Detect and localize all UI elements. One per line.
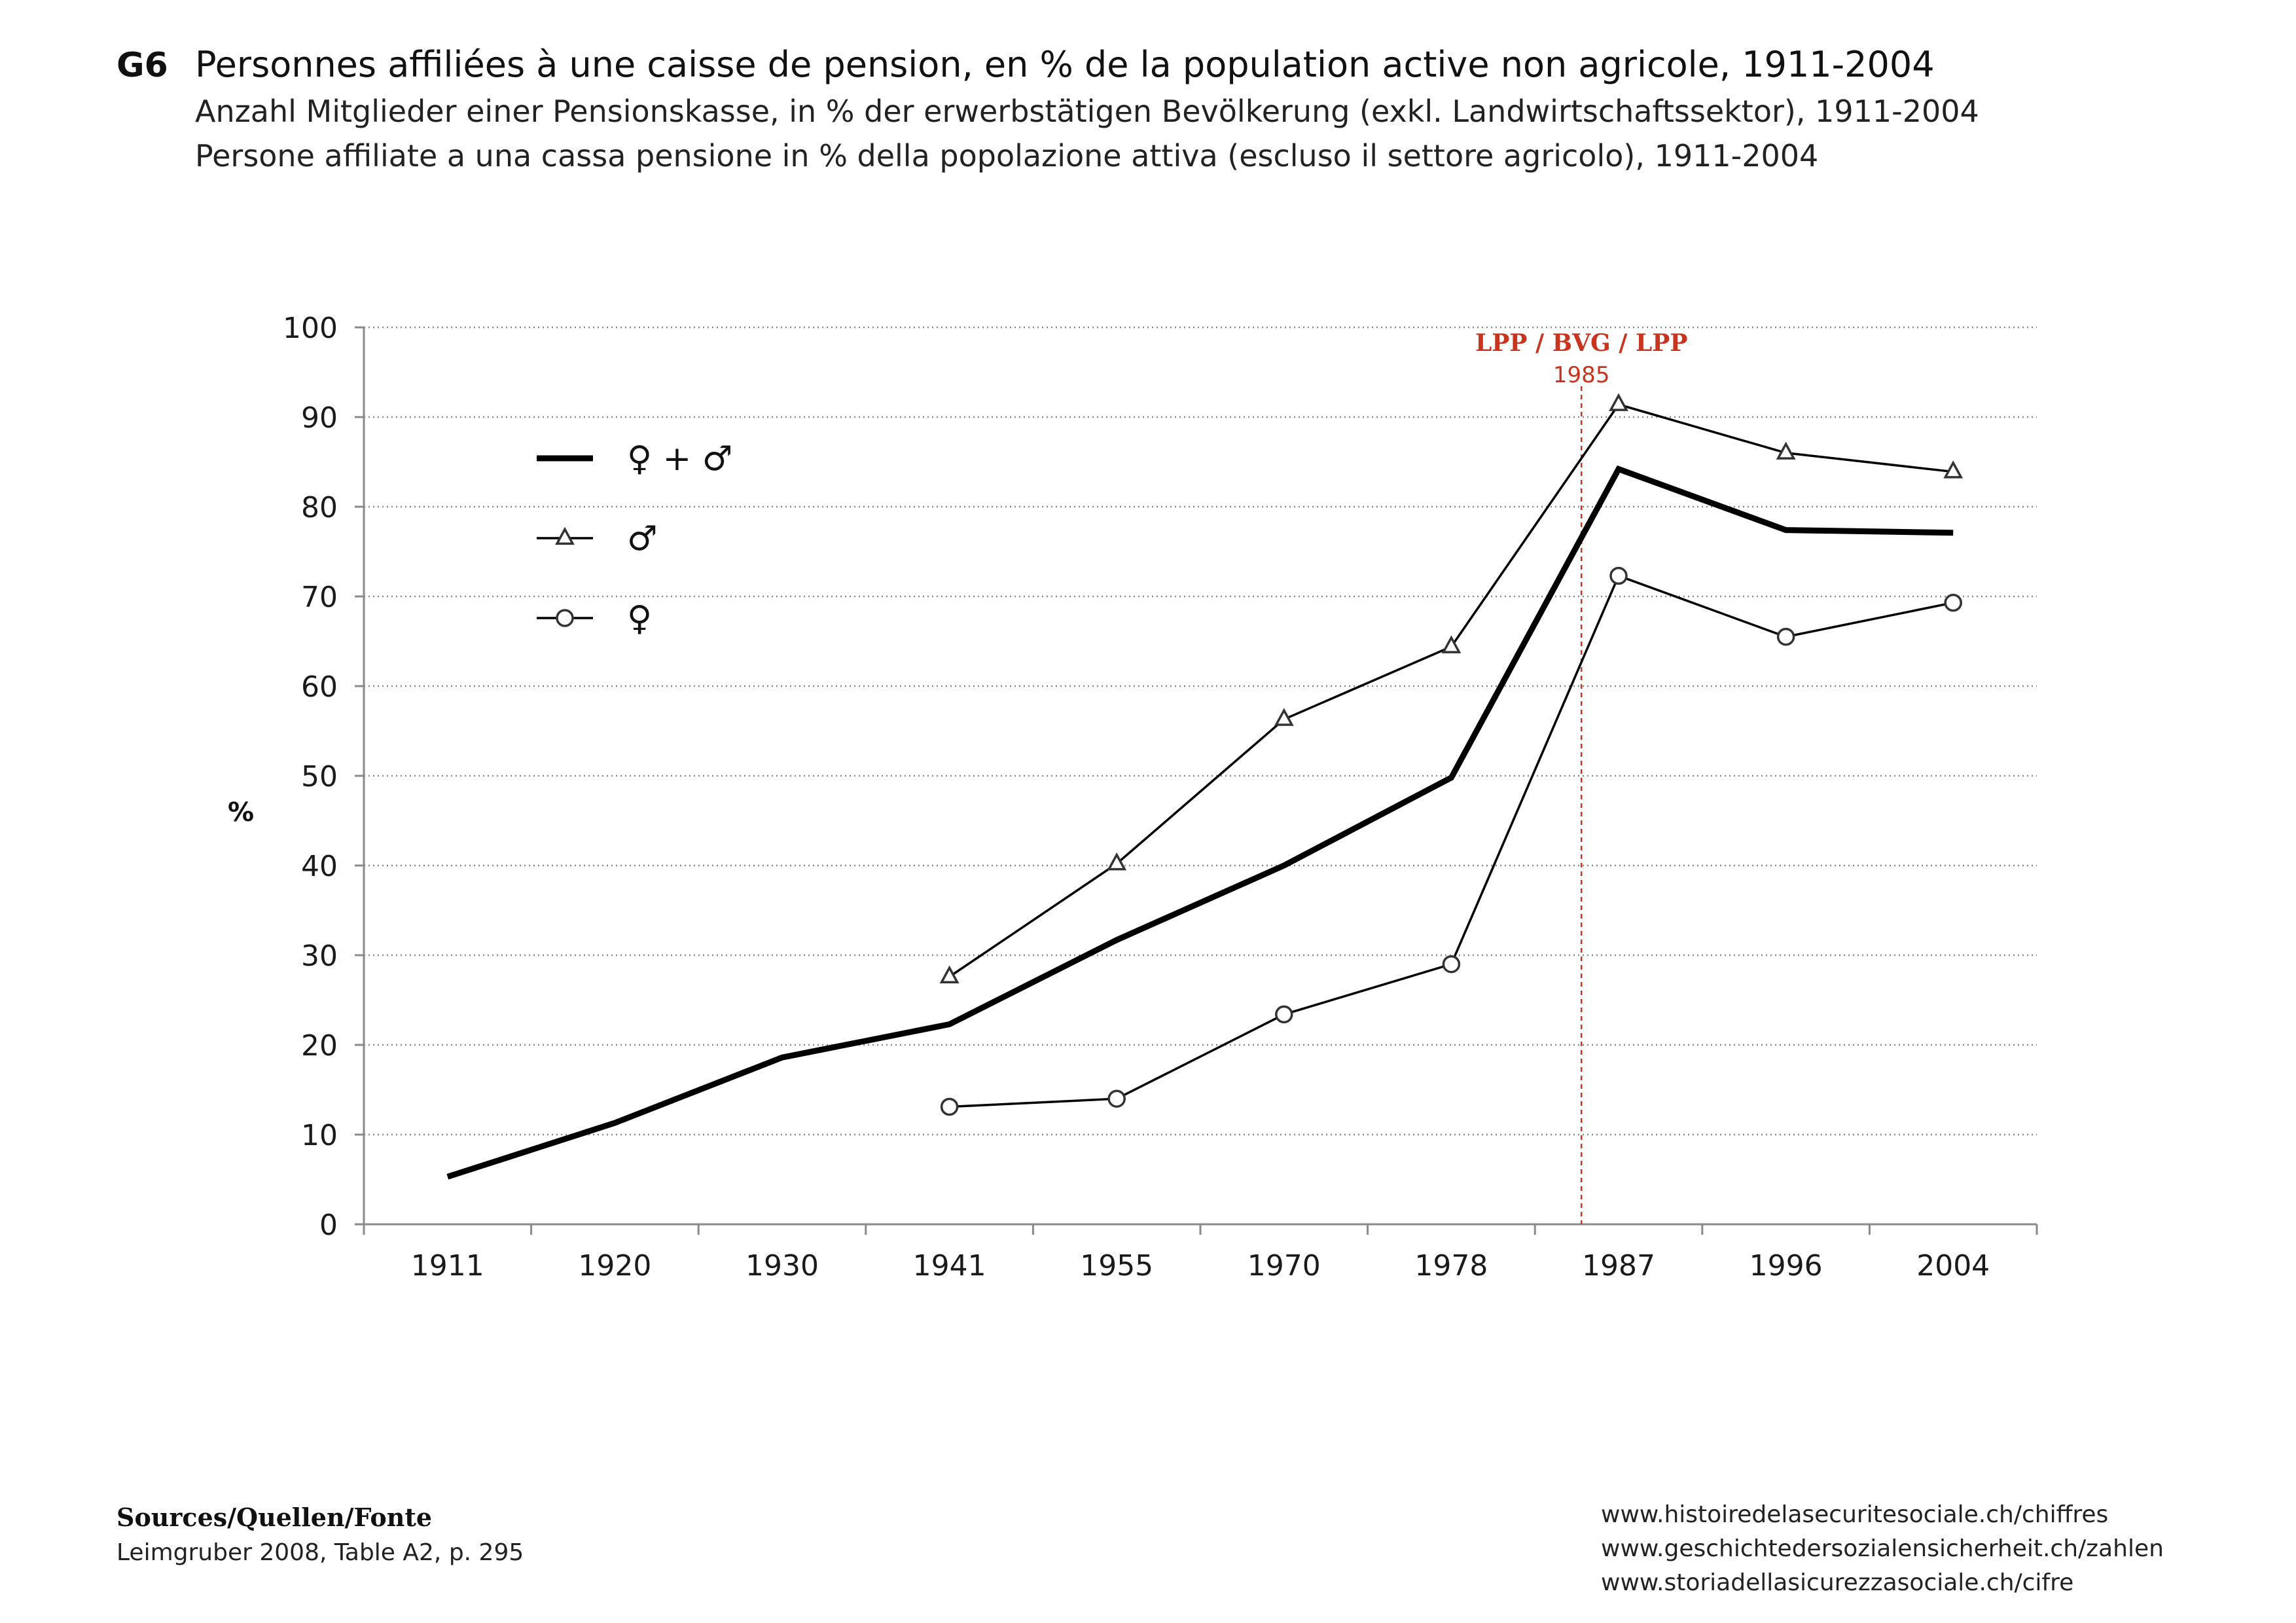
- series-lines: [446, 403, 1954, 1180]
- data-point-triangle: [1776, 441, 1796, 460]
- y-tick-label: 50: [301, 760, 338, 793]
- y-tick-label: 30: [301, 939, 338, 973]
- x-tick-label: 1996: [1749, 1249, 1823, 1283]
- x-tick-label: 1987: [1582, 1249, 1655, 1283]
- series-markers: [939, 393, 1964, 1116]
- y-tick-label: 90: [301, 401, 338, 435]
- legend-marker-circle: [556, 609, 574, 627]
- y-tick-label: 0: [319, 1209, 338, 1242]
- axes: %: [228, 326, 2038, 1235]
- data-point-triangle: [1609, 393, 1628, 411]
- url-de[interactable]: www.geschichtedersozialensicherheit.ch/z…: [1601, 1535, 2164, 1562]
- series-line-0: [446, 465, 1954, 1180]
- figure-id: G6: [117, 46, 168, 85]
- y-tick-labels: 0 10 20 30 40 50 60 70 80 90 100: [283, 312, 338, 1242]
- url-list: www.histoiredelasecuritesociale.ch/chiff…: [1601, 1498, 2164, 1600]
- x-tick-labels: 1911 1920 1930 1941 1955 1970 1978 1987 1996 2004: [411, 1249, 1990, 1283]
- data-point-circle: [1442, 955, 1461, 974]
- data-point-triangle: [939, 965, 960, 983]
- data-point-circle: [940, 1097, 959, 1116]
- data-point-circle: [1107, 1089, 1126, 1108]
- lpp-annotation: LPP / BVG / LPP 1985: [1475, 329, 1687, 1224]
- data-point-circle: [1609, 566, 1628, 585]
- title-block: Personnes affiliées à une caisse de pens…: [195, 41, 1979, 178]
- y-tick-label: 100: [283, 312, 338, 345]
- x-tick-label: 1978: [1414, 1249, 1488, 1283]
- y-axis-label: %: [228, 797, 254, 828]
- y-tick-label: 80: [301, 491, 338, 524]
- x-tick-label: 1955: [1080, 1249, 1153, 1283]
- data-point-circle: [1275, 1005, 1293, 1024]
- series-line-2: [949, 574, 1954, 1108]
- data-point-triangle: [1441, 635, 1462, 653]
- x-tick-label: 1920: [578, 1249, 651, 1283]
- title-italian: Persone affiliate a una cassa pensione i…: [195, 138, 1819, 173]
- data-point-triangle: [1107, 852, 1127, 871]
- y-tick-label: 60: [301, 670, 338, 704]
- y-tick-label: 10: [301, 1119, 338, 1152]
- data-point-circle: [1944, 593, 1962, 612]
- grid-lines: [364, 326, 2037, 1136]
- legend: ♀ + ♂ ♂ ♀: [537, 439, 732, 638]
- x-tick-label: 1911: [411, 1249, 484, 1283]
- url-it[interactable]: www.storiadellasicurezzasociale.ch/cifre: [1601, 1569, 2074, 1596]
- y-tick-label: 40: [301, 850, 338, 883]
- sources-heading: Sources/Quellen/Fonte: [117, 1503, 433, 1532]
- url-fr[interactable]: www.histoiredelasecuritesociale.ch/chiff…: [1601, 1501, 2109, 1528]
- x-tick-label: 2004: [1916, 1249, 1990, 1283]
- y-tick-label: 70: [301, 581, 338, 614]
- x-tick-label: 1941: [913, 1249, 986, 1283]
- data-point-triangle: [1274, 708, 1294, 726]
- title-french: Personnes affiliées à une caisse de pens…: [195, 44, 1935, 85]
- y-tick-label: 20: [301, 1029, 338, 1063]
- sources-block: Sources/Quellen/Fonte Leimgruber 2008, T…: [117, 1499, 524, 1570]
- legend-label: ♀: [627, 599, 652, 638]
- series-line-1: [948, 403, 1954, 978]
- legend-label: ♂: [627, 519, 658, 558]
- data-point-triangle: [1943, 460, 1964, 479]
- legend-label: ♀ + ♂: [627, 439, 732, 479]
- x-tick-label: 1930: [745, 1249, 819, 1283]
- legend-marker-triangle: [555, 526, 575, 545]
- x-tick-label: 1970: [1247, 1249, 1321, 1283]
- title-german: Anzahl Mitglieder einer Pensionskasse, i…: [195, 94, 1979, 129]
- annotation-label: LPP / BVG / LPP: [1475, 329, 1687, 357]
- sources-text: Leimgruber 2008, Table A2, p. 295: [117, 1539, 524, 1566]
- annotation-year: 1985: [1553, 362, 1610, 388]
- data-point-circle: [1776, 627, 1795, 646]
